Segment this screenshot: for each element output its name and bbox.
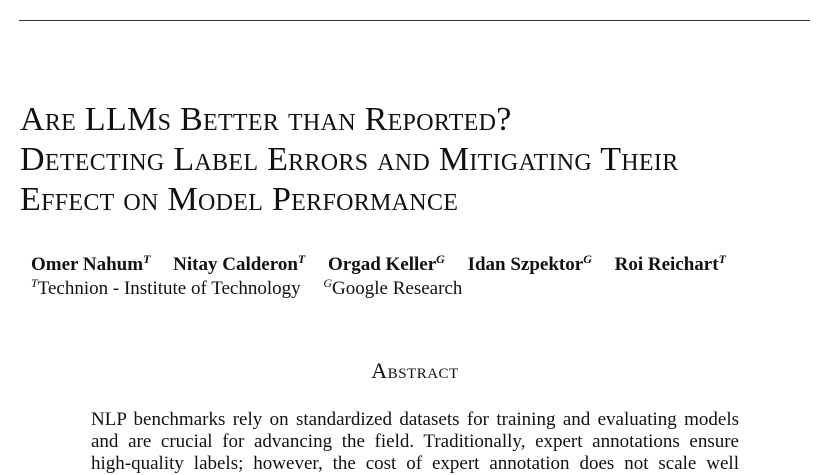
- author-list: Omer NahumT Nitay CalderonT Orgad Keller…: [31, 253, 744, 277]
- affiliation-name: Technion - Institute of Technology: [37, 278, 301, 299]
- title-line-2: Detecting Label Errors and Mitigating Th…: [20, 141, 679, 178]
- affiliation-mark: G: [436, 252, 445, 266]
- affiliation-mark: T: [718, 252, 726, 266]
- author-name: Idan Szpektor: [467, 254, 584, 275]
- affiliation-mark: T: [31, 276, 38, 290]
- abstract-line: and are crucial for advancing the field.…: [91, 431, 739, 452]
- affiliation-list: TTechnion - Institute of Technology GGoo…: [31, 277, 480, 301]
- affiliation: GGoogle Research: [323, 276, 463, 299]
- author: Orgad KellerG: [327, 252, 445, 275]
- abstract-line: high-quality labels; however, the cost o…: [91, 453, 739, 474]
- abstract-body: NLP benchmarks rely on standardized data…: [91, 409, 739, 475]
- affiliation-mark: T: [297, 252, 306, 266]
- author-name: Nitay Calderon: [173, 254, 298, 275]
- affiliation-mark: T: [143, 252, 151, 266]
- affiliation-name: Google Research: [332, 278, 463, 299]
- abstract-line: NLP benchmarks rely on standardized data…: [91, 409, 739, 430]
- title-line-3: Effect on Model Performance: [20, 181, 459, 218]
- author: Idan SzpektorG: [467, 252, 592, 275]
- top-rule: [19, 20, 810, 21]
- abstract-heading: Abstract: [371, 358, 459, 383]
- author: Roi ReichartT: [614, 252, 726, 275]
- author-name: Omer Nahum: [31, 254, 144, 275]
- author-name: Orgad Keller: [327, 254, 437, 275]
- paper-title: Are LLMs Better than Reported? Detecting…: [20, 100, 820, 220]
- author: Nitay CalderonT: [173, 252, 306, 275]
- author: Omer NahumT: [31, 252, 151, 275]
- affiliation: TTechnion - Institute of Technology: [31, 276, 301, 299]
- affiliation-mark: G: [583, 252, 592, 266]
- affiliation-mark: G: [323, 276, 333, 290]
- author-name: Roi Reichart: [614, 254, 719, 275]
- title-line-1: Are LLMs Better than Reported?: [20, 101, 512, 138]
